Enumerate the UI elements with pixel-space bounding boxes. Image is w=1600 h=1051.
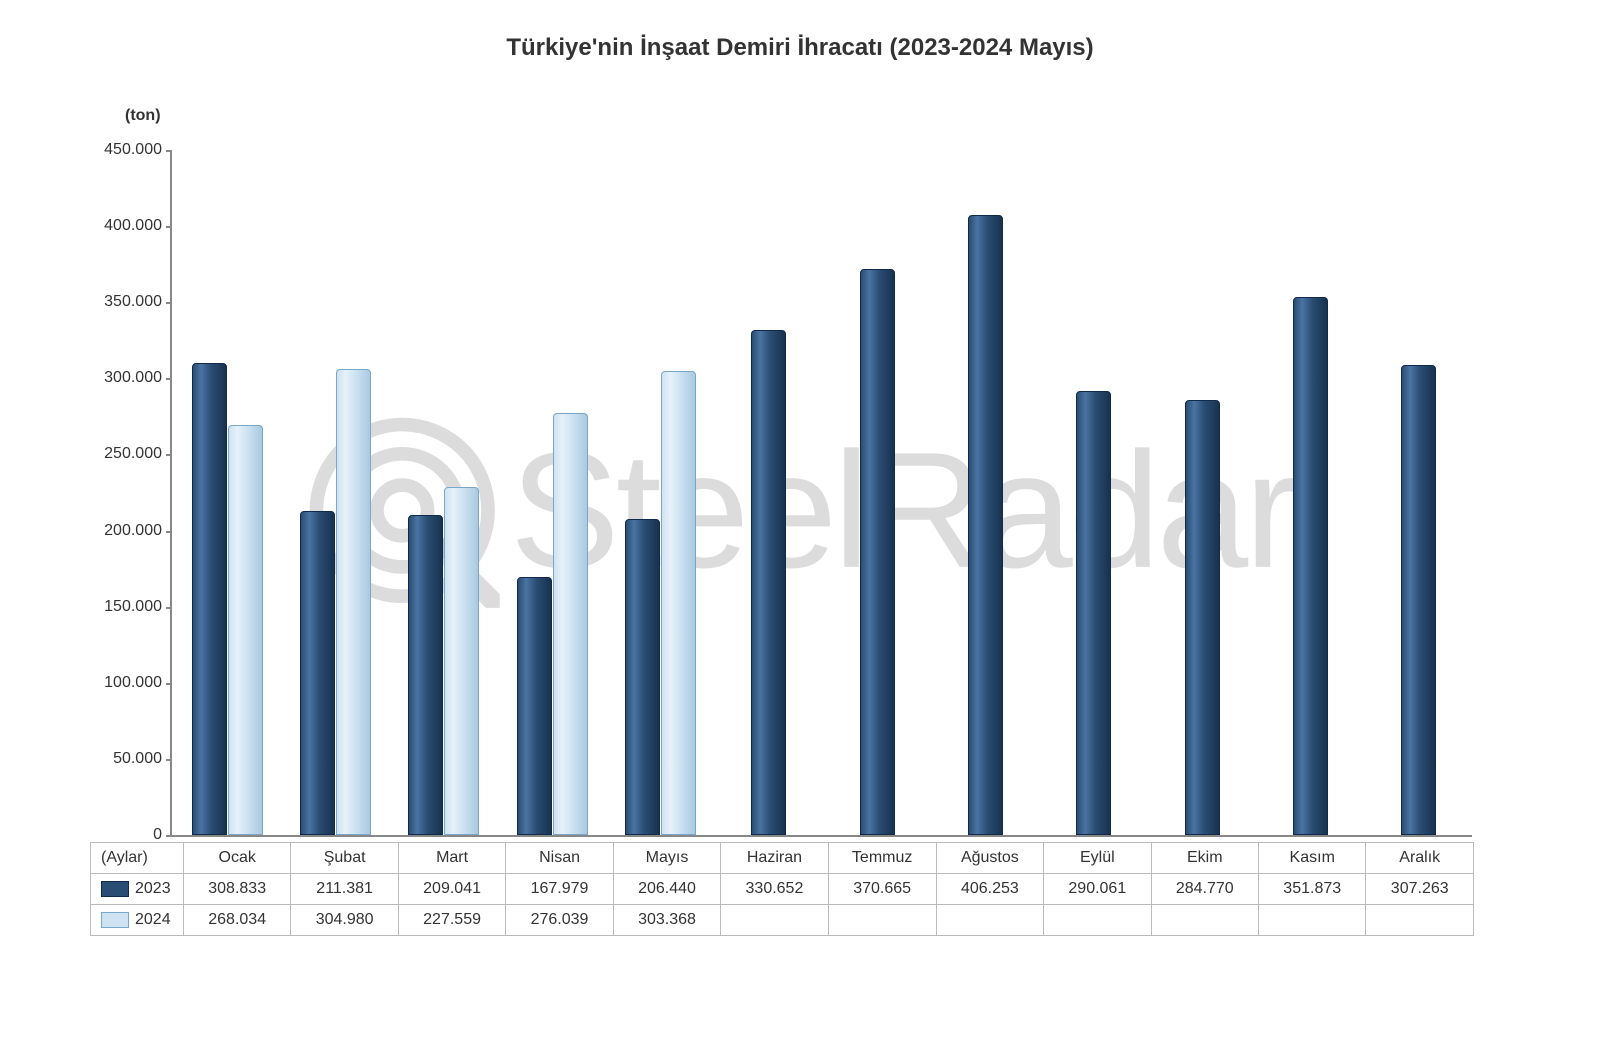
bar-2023-Temmuz bbox=[860, 269, 895, 835]
table-header-Kasım: Kasım bbox=[1259, 843, 1366, 874]
y-tick bbox=[166, 607, 172, 609]
y-tick-label: 450.000 bbox=[82, 141, 162, 159]
table-header-Mayıs: Mayıs bbox=[613, 843, 720, 874]
bar-2024-Ocak bbox=[228, 425, 263, 835]
table-cell-2024-Ekim bbox=[1151, 905, 1258, 936]
table-cell-2024-Temmuz bbox=[828, 905, 936, 936]
table-header-Haziran: Haziran bbox=[721, 843, 828, 874]
table-cell-2023-Haziran: 330.652 bbox=[721, 874, 828, 905]
table-header-Ağustos: Ağustos bbox=[936, 843, 1043, 874]
bar-2024-Mart bbox=[444, 487, 479, 835]
data-table: (Aylar)OcakŞubatMartNisanMayısHaziranTem… bbox=[90, 842, 1474, 936]
y-tick bbox=[166, 150, 172, 152]
bar-2023-Ocak bbox=[192, 363, 227, 835]
bar-2023-Şubat bbox=[300, 511, 335, 835]
table-cell-2024-Mayıs: 303.368 bbox=[613, 905, 720, 936]
table-header-Nisan: Nisan bbox=[506, 843, 613, 874]
bar-2023-Ağustos bbox=[968, 215, 1003, 835]
bar-2024-Şubat bbox=[336, 369, 371, 835]
table-rowhead-2023: 2023 bbox=[91, 874, 184, 905]
table-cell-2024-Aralık bbox=[1366, 905, 1474, 936]
table-cell-2023-Mayıs: 206.440 bbox=[613, 874, 720, 905]
y-tick-label: 250.000 bbox=[82, 445, 162, 463]
table-cell-2024-Kasım bbox=[1259, 905, 1366, 936]
table-cell-2024-Eylül bbox=[1044, 905, 1151, 936]
table-cell-2023-Eylül: 290.061 bbox=[1044, 874, 1151, 905]
table-header-Mart: Mart bbox=[398, 843, 505, 874]
y-tick bbox=[166, 378, 172, 380]
bar-2024-Mayıs bbox=[661, 371, 696, 835]
y-tick-label: 300.000 bbox=[82, 369, 162, 387]
bar-2023-Ekim bbox=[1185, 400, 1220, 835]
table-cell-2024-Ocak: 268.034 bbox=[183, 905, 290, 936]
table-header-Temmuz: Temmuz bbox=[828, 843, 936, 874]
table-cell-2023-Ağustos: 406.253 bbox=[936, 874, 1043, 905]
table-cell-2023-Ocak: 308.833 bbox=[183, 874, 290, 905]
bar-2023-Mart bbox=[408, 515, 443, 835]
y-tick bbox=[166, 454, 172, 456]
chart-title: Türkiye'nin İnşaat Demiri İhracatı (2023… bbox=[0, 34, 1600, 62]
table-rowhead-2024: 2024 bbox=[91, 905, 184, 936]
y-tick bbox=[166, 759, 172, 761]
table-header-months: (Aylar) bbox=[91, 843, 184, 874]
y-tick-label: 400.000 bbox=[82, 217, 162, 235]
bar-2023-Haziran bbox=[751, 330, 786, 835]
bar-2023-Eylül bbox=[1076, 391, 1111, 835]
bar-2023-Mayıs bbox=[625, 519, 660, 835]
table-cell-2023-Temmuz: 370.665 bbox=[828, 874, 936, 905]
y-tick bbox=[166, 835, 172, 837]
table-cell-2023-Kasım: 351.873 bbox=[1259, 874, 1366, 905]
table-header-Eylül: Eylül bbox=[1044, 843, 1151, 874]
table-cell-2024-Nisan: 276.039 bbox=[506, 905, 613, 936]
table-cell-2023-Ekim: 284.770 bbox=[1151, 874, 1258, 905]
table-cell-2024-Ağustos bbox=[936, 905, 1043, 936]
plot-area bbox=[170, 150, 1472, 837]
legend-swatch-2023 bbox=[101, 881, 129, 897]
table-cell-2023-Nisan: 167.979 bbox=[506, 874, 613, 905]
y-tick bbox=[166, 302, 172, 304]
y-tick-label: 350.000 bbox=[82, 293, 162, 311]
bar-2023-Kasım bbox=[1293, 297, 1328, 835]
bar-2023-Nisan bbox=[517, 577, 552, 835]
table-header-Ekim: Ekim bbox=[1151, 843, 1258, 874]
y-tick bbox=[166, 226, 172, 228]
y-axis-label: (ton) bbox=[125, 107, 161, 125]
legend-label-2023: 2023 bbox=[135, 880, 171, 897]
table-cell-2024-Mart: 227.559 bbox=[398, 905, 505, 936]
bar-2023-Aralık bbox=[1401, 365, 1436, 835]
legend-swatch-2024 bbox=[101, 912, 129, 928]
legend-label-2024: 2024 bbox=[135, 911, 171, 928]
table-cell-2023-Mart: 209.041 bbox=[398, 874, 505, 905]
table-header-Aralık: Aralık bbox=[1366, 843, 1474, 874]
y-tick-label: 0 bbox=[82, 826, 162, 844]
y-tick-label: 150.000 bbox=[82, 598, 162, 616]
table-header-Şubat: Şubat bbox=[291, 843, 398, 874]
y-tick-label: 100.000 bbox=[82, 674, 162, 692]
table-cell-2024-Şubat: 304.980 bbox=[291, 905, 398, 936]
y-tick bbox=[166, 531, 172, 533]
y-tick-label: 200.000 bbox=[82, 522, 162, 540]
table-cell-2024-Haziran bbox=[721, 905, 828, 936]
table-cell-2023-Şubat: 211.381 bbox=[291, 874, 398, 905]
table-cell-2023-Aralık: 307.263 bbox=[1366, 874, 1474, 905]
bar-2024-Nisan bbox=[553, 413, 588, 835]
y-tick-label: 50.000 bbox=[82, 750, 162, 768]
table-header-Ocak: Ocak bbox=[183, 843, 290, 874]
y-tick bbox=[166, 683, 172, 685]
